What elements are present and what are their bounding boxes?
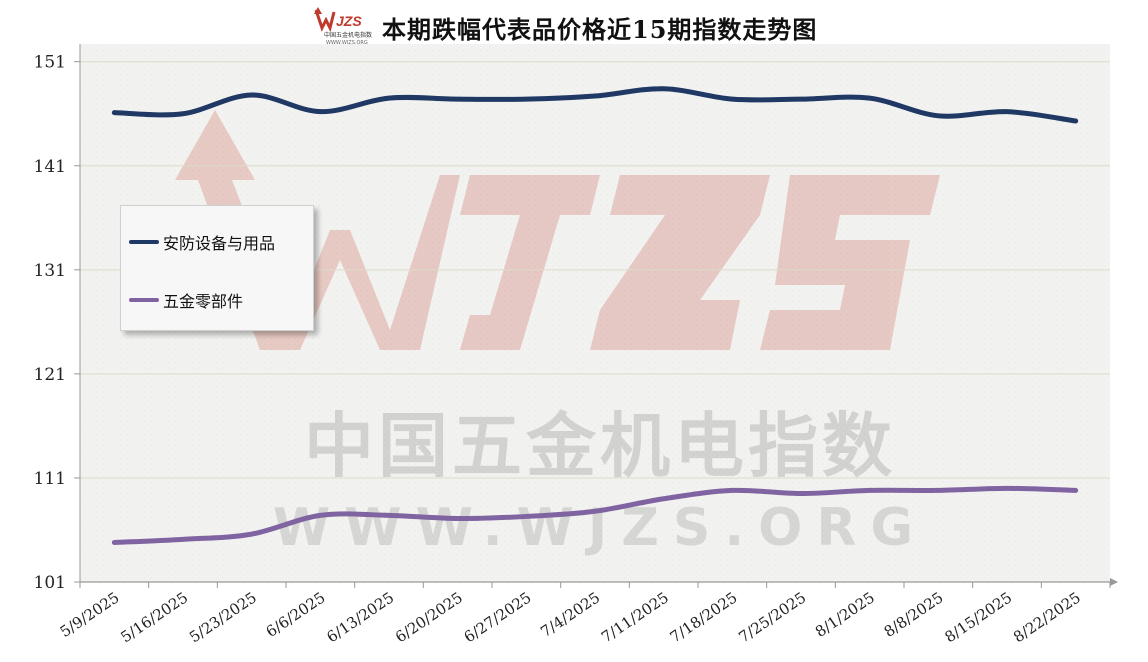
y-tick-label: 141 [34, 157, 66, 177]
axes [79, 44, 1118, 588]
svg-text:WWW.WJZS.ORG: WWW.WJZS.ORG [273, 498, 927, 558]
x-tick-label: 6/6/2025 [263, 588, 329, 641]
x-tick-label: 5/23/2025 [186, 588, 260, 646]
x-tick-label: 8/15/2025 [941, 588, 1015, 646]
svg-text:中国五金机电指数: 中国五金机电指数 [324, 31, 372, 39]
x-axis-arrow [1110, 578, 1118, 586]
y-tick-label: 151 [34, 53, 66, 73]
x-tick-label: 8/22/2025 [1010, 588, 1084, 646]
y-tick-label: 101 [34, 573, 66, 593]
x-tick-label: 7/25/2025 [735, 588, 809, 646]
x-tick-label: 8/1/2025 [812, 588, 878, 641]
y-tick-label: 121 [34, 365, 66, 385]
x-tick-label: 5/9/2025 [57, 588, 123, 641]
wjzs-logo: JZS 中国五金机电指数 WWW.WJZS.ORG [314, 7, 372, 46]
legend-swatch-series-1 [129, 240, 159, 244]
svg-text:中国五金机电指数: 中国五金机电指数 [304, 405, 896, 487]
x-tick-label: 7/4/2025 [537, 588, 603, 641]
y-tick-label: 131 [34, 261, 66, 281]
title-row: JZS 中国五金机电指数 WWW.WJZS.ORG 本期跌幅代表品价格近15期指… [0, 0, 1148, 46]
legend: 安防设备与用品 五金零部件 [120, 205, 314, 331]
x-tick-label: 7/11/2025 [598, 588, 672, 646]
x-tick-label: 5/16/2025 [117, 588, 191, 646]
y-tick-labels: 101 111 121 131 141 151 [34, 53, 66, 593]
legend-item-series-2: 五金零部件 [129, 288, 243, 312]
x-tick-label: 7/18/2025 [667, 588, 741, 646]
legend-item-series-1: 安防设备与用品 [129, 230, 275, 254]
legend-label-series-2: 五金零部件 [163, 292, 244, 311]
svg-text:JZS: JZS [336, 13, 362, 29]
x-tick-label: 8/8/2025 [881, 588, 947, 641]
y-tick-label: 111 [34, 469, 66, 489]
x-tick-label: 6/27/2025 [461, 588, 535, 646]
watermark: 中国五金机电指数 WWW.WJZS.ORG [175, 110, 940, 558]
x-tick-label: 6/13/2025 [323, 588, 397, 646]
x-tick-label: 6/20/2025 [392, 588, 466, 646]
legend-label-series-1: 安防设备与用品 [163, 234, 276, 253]
chart-title: 本期跌幅代表品价格近15期指数走势图 [382, 15, 818, 44]
series-lines [111, 86, 1079, 545]
legend-swatch-series-2 [129, 298, 159, 302]
svg-text:WWW.WJZS.ORG: WWW.WJZS.ORG [326, 40, 368, 46]
